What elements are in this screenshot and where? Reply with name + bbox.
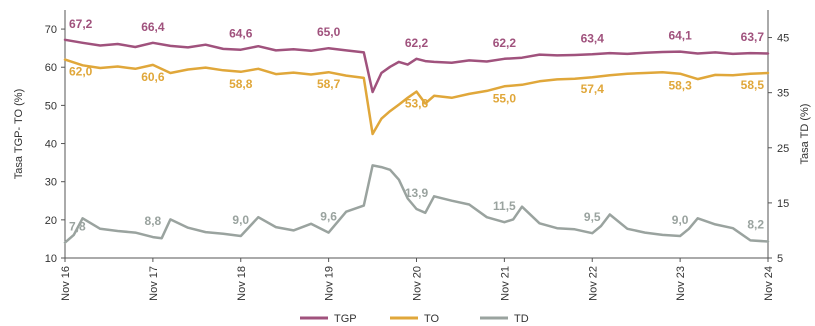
legend-label-td: TD: [514, 313, 529, 325]
data-label-to: 58,8: [229, 77, 253, 91]
left-axis-title: Tasa TGP- TO (%): [13, 89, 25, 179]
x-tick-label: Nov 20: [412, 266, 424, 301]
left-tick-label: 70: [45, 24, 57, 36]
data-label-tgp: 62,2: [493, 36, 517, 50]
data-label-to: 57,4: [581, 82, 605, 96]
data-label-td: 9,5: [584, 210, 601, 224]
data-label-td: 13,9: [405, 186, 429, 200]
left-tick-label: 30: [45, 177, 57, 189]
data-label-tgp: 65,0: [317, 25, 341, 39]
legend: TGP TO TD: [300, 313, 529, 325]
legend-label-to: TO: [424, 313, 440, 325]
series-line-tgp: [63, 38, 770, 94]
left-tick-label: 40: [45, 139, 57, 151]
right-tick-label: 45: [777, 33, 789, 45]
series-line-td: [63, 164, 770, 244]
data-label-tgp: 63,4: [581, 31, 605, 45]
series-line-to: [63, 58, 770, 136]
series-lines: [63, 38, 770, 244]
left-tick-label: 60: [45, 62, 57, 74]
right-tick-label: 25: [777, 143, 789, 155]
data-label-to: 62,0: [69, 65, 93, 79]
data-label-tgp: 63,7: [741, 30, 765, 44]
x-tick-label: Nov 22: [587, 266, 599, 301]
left-tick-label: 20: [45, 215, 57, 227]
data-label-tgp: 66,4: [141, 20, 165, 34]
data-label-td: 11,5: [493, 199, 516, 213]
right-tick-label: 35: [777, 88, 789, 100]
legend-label-tgp: TGP: [334, 313, 357, 325]
data-label-to: 58,7: [317, 77, 341, 91]
data-label-tgp: 67,2: [69, 17, 93, 31]
right-tick-label: 15: [777, 198, 789, 210]
x-tick-label: Nov 18: [236, 266, 248, 301]
data-label-tgp: 64,1: [668, 29, 692, 43]
data-label-td: 9,0: [672, 213, 689, 227]
data-label-td: 7,8: [69, 220, 86, 234]
x-tick-label: Nov 21: [499, 266, 511, 301]
x-tick-label: Nov 19: [324, 266, 336, 301]
data-label-tgp: 62,2: [405, 36, 429, 50]
data-labels: 67,2 66,4 64,6 65,0 62,2 62,2 63,4 64,1 63,7 62,0…: [69, 17, 764, 234]
data-label-td: 8,2: [747, 217, 764, 231]
x-tick-label: Nov 16: [60, 266, 72, 301]
data-label-td: 9,0: [232, 213, 249, 227]
data-label-tgp: 64,6: [229, 27, 253, 41]
data-label-to: 53,6: [405, 97, 429, 111]
axes: 10 20 30 40 50 60 70 5 15 25 35 45 Nov 16 Nov 17 Nov 1…: [13, 10, 811, 301]
right-tick-label: 5: [777, 253, 783, 265]
right-axis-title: Tasa TD (%): [799, 104, 811, 165]
data-label-to: 55,0: [493, 91, 517, 105]
data-label-to: 58,5: [741, 78, 765, 92]
data-label-td: 8,8: [145, 214, 162, 228]
x-tick-label: Nov 24: [763, 266, 775, 301]
data-label-td: 9,6: [320, 210, 337, 224]
x-tick-label: Nov 23: [675, 266, 687, 301]
x-tick-label: Nov 17: [148, 266, 160, 301]
left-tick-label: 10: [45, 253, 57, 265]
left-tick-label: 50: [45, 100, 57, 112]
data-label-to: 60,6: [141, 70, 165, 84]
data-label-to: 58,3: [668, 79, 692, 93]
